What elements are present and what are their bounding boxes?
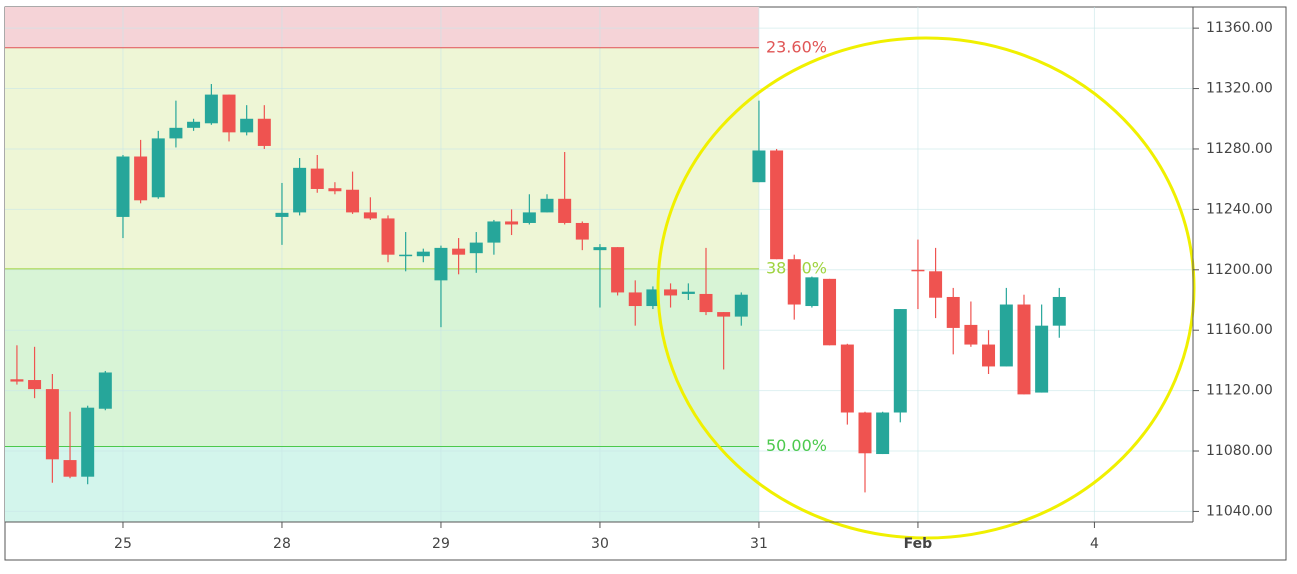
candle-body <box>929 271 943 298</box>
candle-body <box>81 407 95 477</box>
candle-body <box>876 412 890 455</box>
fib-zone <box>5 268 759 447</box>
candle-body <box>240 118 254 133</box>
candle-body <box>469 242 483 254</box>
candle-body <box>45 389 59 460</box>
candle-body <box>593 247 607 251</box>
candle-body <box>1017 304 1031 395</box>
candle-body <box>540 198 554 213</box>
fib-zone <box>5 7 759 48</box>
x-tick-label: 31 <box>750 536 768 552</box>
y-tick-label: 11360.00 <box>1206 20 1273 36</box>
candle-body <box>717 312 731 317</box>
candle-body <box>63 460 77 477</box>
candle-body <box>823 278 837 346</box>
candle-body <box>452 248 466 255</box>
y-tick-label: 11120.00 <box>1206 383 1273 399</box>
candle-body <box>434 247 448 281</box>
candle-body <box>169 127 183 139</box>
candle-body <box>293 167 307 213</box>
candle-body <box>204 94 218 124</box>
candle-body <box>310 168 324 189</box>
y-tick-label: 11040.00 <box>1206 503 1273 519</box>
candle-body <box>558 198 572 223</box>
x-tick-label: 25 <box>114 536 132 552</box>
candle-body <box>487 221 501 243</box>
candle-body <box>840 344 854 413</box>
fib-zone <box>5 446 759 522</box>
candle-body <box>770 150 784 260</box>
candle-body <box>416 251 430 257</box>
candle-body <box>699 293 713 313</box>
candle-body <box>858 412 872 454</box>
candle-body <box>134 156 148 201</box>
candle-body <box>98 372 112 409</box>
y-tick-label: 11240.00 <box>1206 201 1273 217</box>
y-tick-label: 11320.00 <box>1206 81 1273 97</box>
fib-label: 50.00% <box>766 436 827 455</box>
candle-body <box>1035 325 1049 393</box>
candle-body <box>664 289 678 296</box>
candle-body <box>399 254 413 257</box>
candle-body <box>982 344 996 367</box>
x-tick-label: Feb <box>904 536 933 552</box>
candle-body <box>805 277 819 307</box>
candle-body <box>116 156 130 217</box>
candle-body <box>999 304 1013 367</box>
candle-body <box>787 259 801 305</box>
highlight-ellipse <box>656 36 1196 540</box>
candle-body <box>381 218 395 255</box>
candle-body <box>946 296 960 328</box>
candle-body <box>522 212 536 223</box>
candle-body <box>734 294 748 317</box>
candle-body <box>681 291 695 294</box>
candle-body <box>10 379 24 382</box>
candle-body <box>363 212 377 219</box>
y-tick-label: 11280.00 <box>1206 141 1273 157</box>
candle-body <box>911 269 925 272</box>
candle-body <box>575 222 589 240</box>
y-tick-label: 11160.00 <box>1206 322 1273 338</box>
x-tick-label: 29 <box>432 536 450 552</box>
y-tick-label: 11080.00 <box>1206 443 1273 459</box>
candle-body <box>151 138 165 198</box>
candle-body <box>257 118 271 146</box>
candle-body <box>646 289 660 307</box>
candle-body <box>1052 296 1066 326</box>
fib-label: 23.60% <box>766 37 827 56</box>
candle-body <box>222 94 236 133</box>
x-tick-label: 30 <box>591 536 609 552</box>
candle-body <box>28 380 42 390</box>
candle-body <box>346 189 360 213</box>
candle-body <box>628 292 642 307</box>
candle-body <box>964 324 978 345</box>
x-tick-label: 28 <box>273 536 291 552</box>
candle-body <box>328 188 342 192</box>
candle-body <box>893 309 907 413</box>
candle-body <box>275 212 289 217</box>
candle-body <box>611 247 625 293</box>
x-tick-label: 4 <box>1090 536 1099 552</box>
candle-body <box>505 221 519 225</box>
candle-body <box>187 121 201 128</box>
candle-body <box>752 150 766 183</box>
y-tick-label: 11200.00 <box>1206 262 1273 278</box>
